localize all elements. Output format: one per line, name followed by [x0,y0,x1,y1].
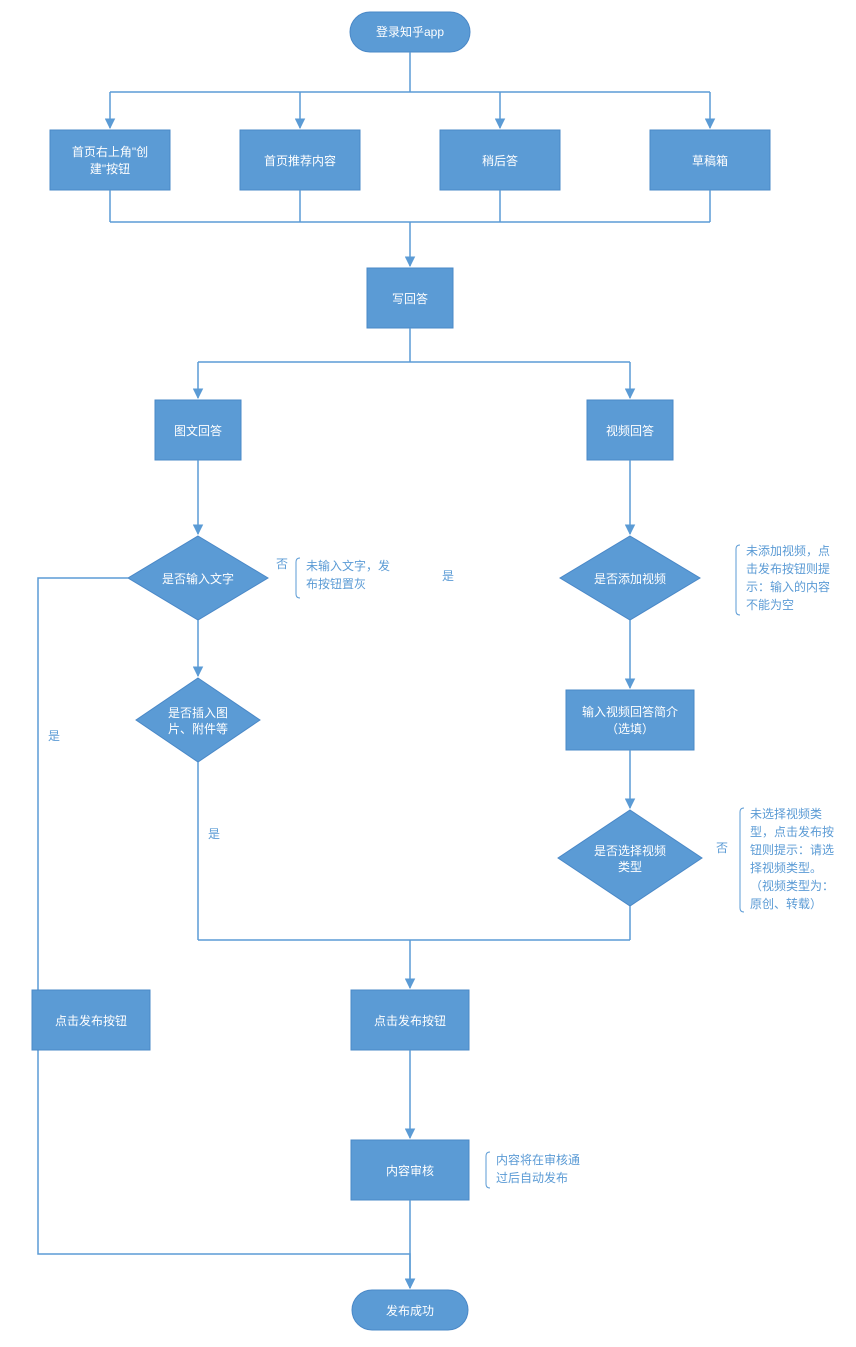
review-label: 内容审核 [386,1163,434,1178]
d-img-l2: 片、附件等 [168,722,228,736]
edge-yes-mid: 是 [442,569,454,583]
d-vadd-label: 是否添加视频 [594,571,666,586]
annot-vtype-l1: 未选择视频类 [750,806,822,821]
annot-vtype-l4: 择视频类型。 [750,860,822,875]
annot-vtype-l2: 型，点击发布按 [750,824,834,839]
node-opt4-label: 草稿箱 [692,153,728,168]
annot-vtype-l3: 钮则提示：请选 [750,842,834,857]
node-opt1-l2: 建"按钮 [90,161,130,176]
annot-vadd-l2: 击发布按钮则提 [746,561,830,576]
pub1-label: 点击发布按钮 [55,1013,127,1028]
node-publish-left: 点击发布按钮 [32,990,150,1050]
annot-review-l2: 过后自动发布 [496,1170,568,1185]
node-write: 写回答 [367,268,453,328]
node-start-label: 登录知乎app [376,24,444,39]
annot-vtype-l6: 原创、转载） [750,896,822,911]
vsumm-l1: 输入视频回答简介 [582,704,678,719]
node-opt1: 首页右上角"创 建"按钮 [50,130,170,190]
vsumm-l2: （选填） [606,722,654,736]
annot-vadd-l1: 未添加视频，点 [746,543,830,558]
annot-vadd-l4: 不能为空 [746,598,794,612]
decision-text-input: 是否输入文字 [128,536,268,620]
edge-no-2: 否 [716,841,728,855]
d-text-label: 是否输入文字 [162,571,234,586]
d-vtype-l1: 是否选择视频 [594,843,666,858]
decision-video-added: 是否添加视频 [560,536,700,620]
d-vtype-l2: 类型 [618,860,642,874]
node-opt2-label: 首页推荐内容 [264,153,336,168]
node-end: 发布成功 [352,1290,468,1330]
annot-vtype-l5: （视频类型为： [750,878,834,893]
node-text-answer: 图文回答 [155,400,241,460]
node-opt3-label: 稍后答 [482,153,518,168]
edge-no-1: 否 [276,557,288,571]
node-opt2: 首页推荐内容 [240,130,360,190]
node-write-label: 写回答 [392,291,428,306]
edge-yes-left: 是 [48,729,60,743]
node-txtans-label: 图文回答 [174,423,222,438]
node-vidans-label: 视频回答 [606,423,654,438]
annot-review-l1: 内容将在审核通 [496,1152,580,1167]
node-start: 登录知乎app [350,12,470,52]
end-label: 发布成功 [386,1303,434,1318]
decision-video-type: 是否选择视频 类型 [558,810,702,906]
annot-text-l1: 未输入文字，发 [306,558,390,573]
decision-insert-image: 是否插入图 片、附件等 [136,678,260,762]
node-video-answer: 视频回答 [587,400,673,460]
node-video-summary: 输入视频回答简介 （选填） [566,690,694,750]
edge-yes-img: 是 [208,827,220,841]
node-opt4: 草稿箱 [650,130,770,190]
annot-vadd-l3: 示：输入的内容 [746,579,830,594]
annot-text-l2: 布按钮置灰 [306,576,366,591]
node-publish-center: 点击发布按钮 [351,990,469,1050]
node-opt3: 稍后答 [440,130,560,190]
pub2-label: 点击发布按钮 [374,1013,446,1028]
d-img-l1: 是否插入图 [168,706,228,720]
node-review: 内容审核 [351,1140,469,1200]
node-opt1-l1: 首页右上角"创 [72,144,148,159]
flowchart: 登录知乎app 首页右上角"创 建"按钮 首页推荐内容 稍后答 草稿箱 写回答 [0,0,856,1347]
